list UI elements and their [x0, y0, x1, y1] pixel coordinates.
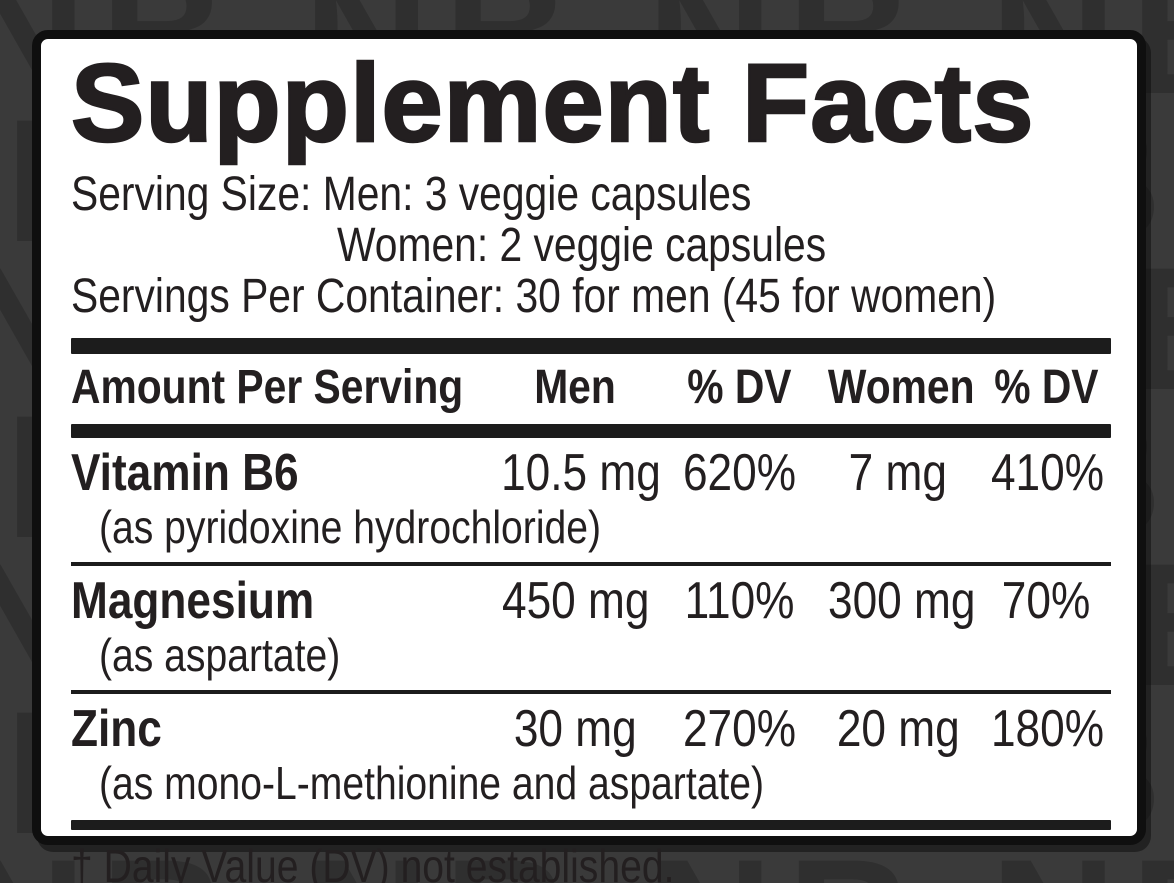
nutrient-men-dv: 270%	[682, 700, 796, 758]
header-amount-per-serving: Amount Per Serving	[71, 361, 464, 414]
serving-size-women-text: Women: 2 veggie capsules	[337, 219, 827, 272]
daily-value-footnote-text: † Daily Value (DV) not established.	[71, 840, 675, 883]
nutrient-name: Zinc	[71, 700, 162, 758]
daily-value-footnote: † Daily Value (DV) not established.	[71, 830, 1111, 883]
divider-top-thick	[71, 338, 1111, 354]
nutrient-women-amount: 7 mg	[848, 444, 947, 502]
nutrient-row-vitamin-b6: Vitamin B6 10.5 mg 620% 7 mg 410% (as py…	[71, 438, 1111, 562]
nutrient-row-zinc: Zinc 30 mg 270% 20 mg 180% (as mono-L-me…	[71, 690, 1111, 818]
header-men-dv: % DV	[687, 361, 792, 414]
header-women: Women	[827, 361, 975, 414]
nutrient-source: (as aspartate)	[99, 629, 341, 681]
nutrient-name: Vitamin B6	[71, 444, 299, 502]
nutrient-row-magnesium: Magnesium 450 mg 110% 300 mg 70% (as asp…	[71, 562, 1111, 690]
divider-under-header	[71, 424, 1111, 438]
supplement-facts-panel: Supplement Facts Serving Size: Men: 3 ve…	[32, 30, 1146, 883]
nutrient-men-dv: 110%	[684, 572, 795, 630]
header-women-dv: % DV	[993, 361, 1099, 414]
servings-per-container-text: Servings Per Container: 30 for men (45 f…	[71, 270, 997, 323]
header-men: Men	[534, 361, 617, 414]
nutrient-men-amount: 10.5 mg	[501, 444, 661, 502]
serving-size-men-line: Serving Size: Men: 3 veggie capsules	[71, 169, 1111, 220]
nutrient-men-amount: 450 mg	[501, 572, 650, 630]
nutrient-source: (as pyridoxine hydrochloride)	[99, 501, 602, 553]
serving-size-men-text: Serving Size: Men: 3 veggie capsules	[71, 168, 752, 221]
nutrient-name: Magnesium	[71, 572, 315, 630]
nutrient-men-amount: 30 mg	[513, 700, 637, 758]
nutrient-rows: Vitamin B6 10.5 mg 620% 7 mg 410% (as py…	[71, 438, 1111, 818]
nutrient-men-dv: 620%	[682, 444, 796, 502]
nutrient-women-dv: 180%	[990, 700, 1105, 758]
supplement-facts-title: Supplement Facts	[70, 42, 1035, 165]
nutrient-women-dv: 70%	[1001, 572, 1091, 630]
nutrient-women-dv: 410%	[990, 444, 1105, 502]
serving-info: Serving Size: Men: 3 veggie capsules Wom…	[71, 169, 1111, 322]
table-header-row: Amount Per Serving Men % DV Women % DV	[71, 354, 1111, 424]
nutrient-women-amount: 20 mg	[836, 700, 960, 758]
nutrient-source: (as mono-L-methionine and aspartate)	[99, 757, 765, 809]
servings-per-container-line: Servings Per Container: 30 for men (45 f…	[71, 271, 1111, 322]
serving-size-women-line: Women: 2 veggie capsules	[71, 220, 1111, 271]
nutrient-women-amount: 300 mg	[827, 572, 976, 630]
divider-above-footnote	[71, 820, 1111, 830]
